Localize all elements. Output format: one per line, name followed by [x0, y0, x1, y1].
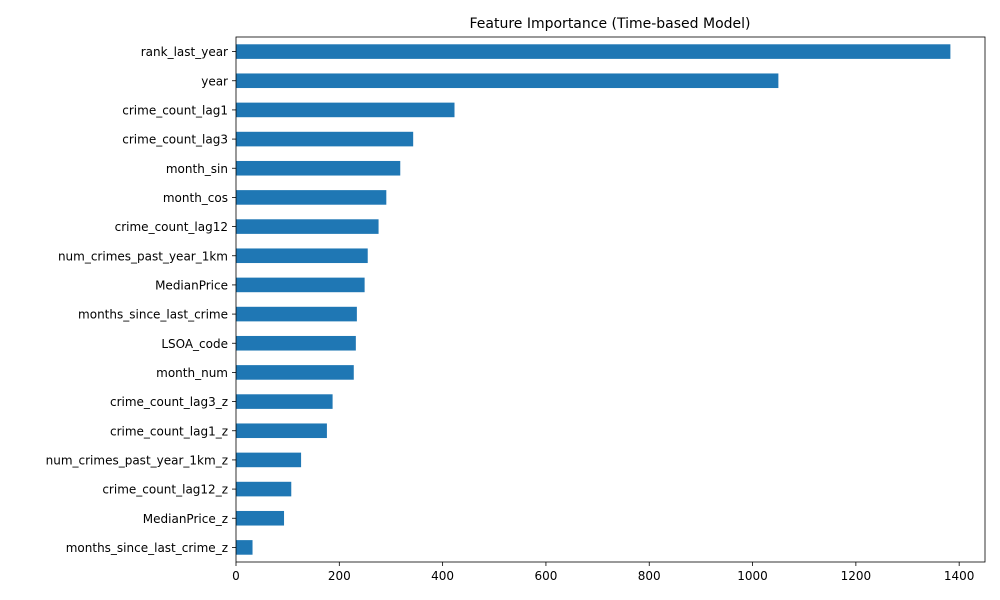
x-tick-label: 1400	[944, 569, 975, 583]
bar-year	[236, 73, 779, 89]
y-tick-label: crime_count_lag12_z	[102, 483, 228, 497]
y-tick-label: rank_last_year	[141, 45, 228, 59]
y-tick-label: crime_count_lag3_z	[110, 395, 228, 409]
x-tick-label: 400	[431, 569, 454, 583]
bar-months_since_last_crime_z	[236, 540, 253, 555]
y-tick-label: month_sin	[166, 162, 228, 176]
x-tick-label: 1200	[841, 569, 872, 583]
bar-crime_count_lag1	[236, 102, 455, 118]
axes-layer	[232, 36, 986, 566]
bar-crime_count_lag12_z	[236, 481, 292, 497]
bar-MedianPrice_z	[236, 510, 285, 526]
y-tick-label: crime_count_lag3	[122, 133, 228, 147]
bar-month_num	[236, 365, 354, 380]
x-tick-label: 0	[232, 569, 240, 583]
y-tick-label: months_since_last_crime	[78, 308, 228, 322]
bar-crime_count_lag3	[236, 131, 414, 147]
y-tick-label: month_cos	[163, 191, 228, 205]
y-tick-label: crime_count_lag1	[122, 103, 228, 117]
y-tick-label: MedianPrice	[155, 278, 228, 292]
x-tick-label: 1000	[737, 569, 768, 583]
bar-MedianPrice	[236, 277, 365, 293]
x-tick-label: 200	[328, 569, 351, 583]
y-tick-label: num_crimes_past_year_1km	[58, 249, 228, 263]
y-tick-label: month_num	[156, 366, 228, 380]
y-tick-label: num_crimes_past_year_1km_z	[46, 453, 228, 467]
y-tick-label: months_since_last_crime_z	[66, 541, 228, 555]
y-tick-label: year	[201, 74, 228, 88]
bar-crime_count_lag1_z	[236, 423, 327, 439]
bar-num_crimes_past_year_1km	[236, 248, 368, 264]
y-tick-label: crime_count_lag12	[115, 220, 228, 234]
plot-frame	[235, 36, 986, 563]
bars-layer	[236, 44, 951, 555]
bar-month_sin	[236, 160, 401, 176]
x-tick-label: 600	[534, 569, 557, 583]
bar-crime_count_lag12	[236, 219, 379, 234]
bar-months_since_last_crime	[236, 306, 357, 322]
bar-crime_count_lag3_z	[236, 394, 333, 409]
y-tick-label: crime_count_lag1_z	[110, 424, 228, 438]
chart-title: Feature Importance (Time-based Model)	[469, 16, 750, 32]
y-tick-label: LSOA_code	[161, 337, 228, 351]
bar-LSOA_code	[236, 335, 356, 351]
y-tick-label: MedianPrice_z	[143, 512, 228, 526]
x-tick-label: 800	[638, 569, 661, 583]
bar-rank_last_year	[236, 44, 951, 59]
bar-num_crimes_past_year_1km_z	[236, 452, 302, 468]
bar-month_cos	[236, 190, 387, 205]
